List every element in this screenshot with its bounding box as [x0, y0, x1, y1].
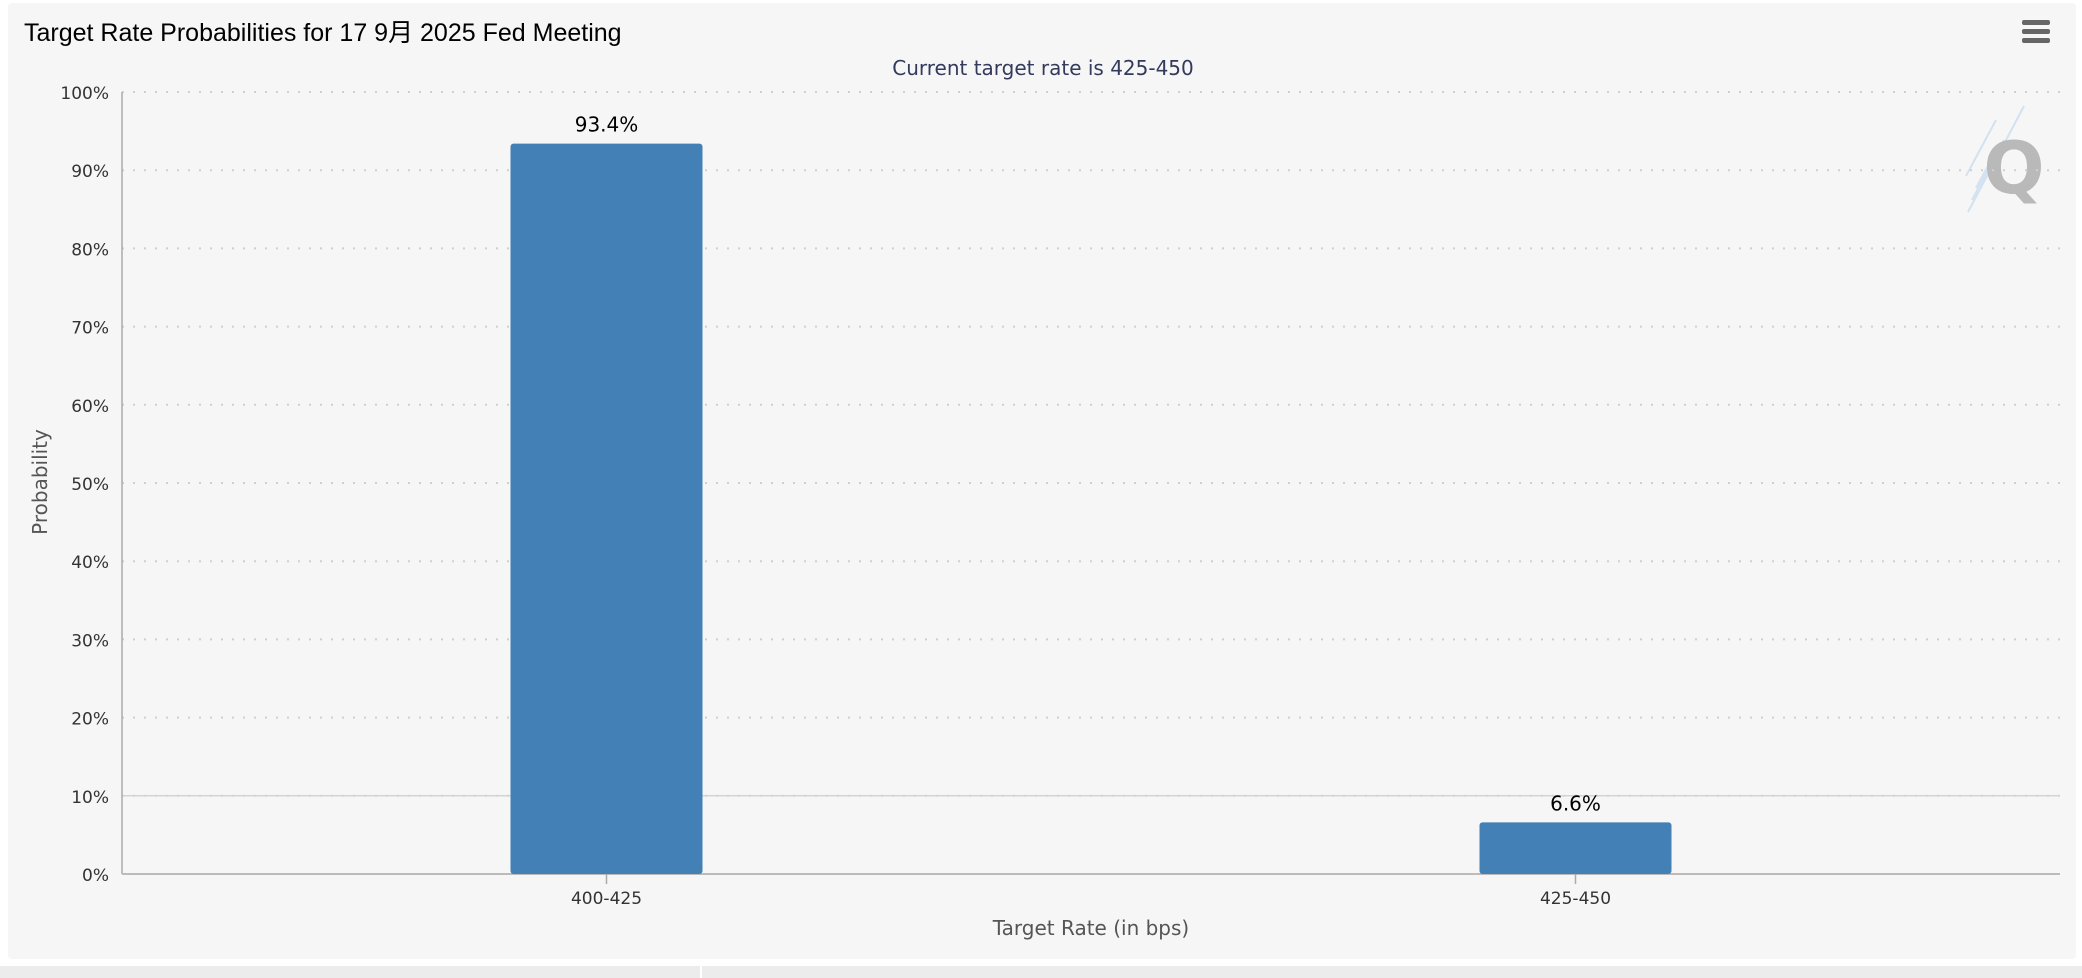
y-tick-label: 20%	[71, 710, 109, 730]
bar	[1479, 822, 1672, 874]
menu-line	[2022, 38, 2050, 43]
chart-subtitle: Current target rate is 425-450	[892, 56, 1194, 80]
menu-line	[2022, 29, 2050, 34]
y-tick-label: 10%	[71, 788, 109, 808]
data-label: 93.4%	[575, 113, 639, 137]
y-tick-label: 40%	[71, 553, 109, 573]
y-tick-label: 90%	[71, 162, 109, 182]
y-tick-label: 30%	[71, 631, 109, 651]
y-tick-label: 100%	[60, 84, 109, 104]
y-tick-label: 60%	[71, 397, 109, 417]
hamburger-menu-icon[interactable]	[2022, 20, 2056, 50]
bar	[510, 143, 703, 874]
data-label: 6.6%	[1550, 791, 1601, 815]
menu-line	[2022, 20, 2050, 25]
chart-panel	[8, 3, 2076, 959]
y-tick-label: 0%	[82, 866, 109, 886]
y-tick-label: 80%	[71, 240, 109, 260]
bottom-strip	[0, 966, 2082, 978]
y-tick-label: 50%	[71, 475, 109, 495]
strip-divider	[700, 966, 702, 978]
chart-title: Target Rate Probabilities for 17 9月 2025…	[24, 19, 622, 47]
x-tick-label: 400-425	[571, 889, 642, 909]
x-tick-label: 425-450	[1540, 889, 1611, 909]
y-axis-label: Probability	[28, 429, 52, 535]
x-axis-label: Target Rate (in bps)	[992, 916, 1189, 940]
y-tick-label: 70%	[71, 319, 109, 339]
q-logo-icon: Q	[1965, 105, 2045, 213]
watermark-letter: Q	[1983, 126, 2044, 210]
